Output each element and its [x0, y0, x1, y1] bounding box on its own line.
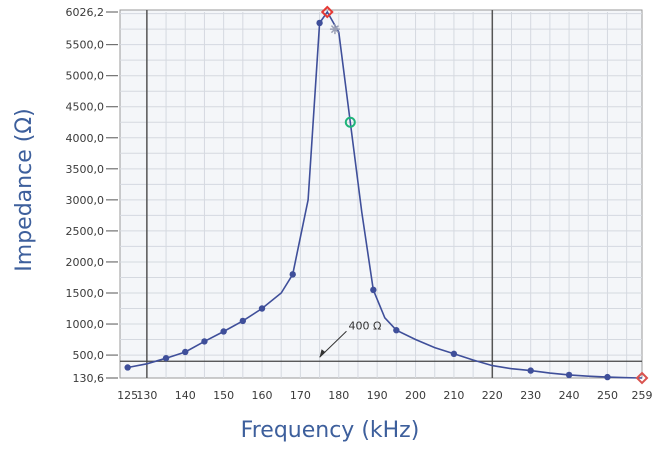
y-tick-label: 2000,0 — [66, 256, 105, 269]
data-point — [527, 367, 534, 374]
reference-arrowhead — [319, 349, 326, 358]
x-tick-label: 125 — [117, 389, 138, 402]
y-tick-label: 4000,0 — [66, 132, 105, 145]
y-tick-label: 3500,0 — [66, 163, 105, 176]
x-tick-label: 259 — [632, 389, 653, 402]
data-point — [258, 305, 266, 312]
special-marker-circle — [344, 116, 356, 128]
data-point — [565, 371, 573, 379]
y-tick-label: 4500,0 — [66, 101, 105, 114]
x-tick-label: 130 — [136, 389, 157, 402]
data-point — [289, 271, 296, 278]
x-tick-label: 140 — [175, 389, 196, 402]
x-tick-label: 230 — [520, 389, 541, 402]
x-tick-label: 210 — [443, 389, 464, 402]
y-tick-label: 6026,2 — [66, 6, 105, 19]
y-tick-label: 3000,0 — [66, 194, 105, 207]
data-point — [393, 327, 400, 334]
series-line — [127, 10, 643, 379]
data-point — [162, 354, 170, 362]
x-tick-label: 190 — [367, 389, 388, 402]
reference-line-label: 400 Ω — [348, 319, 381, 332]
x-tick-label: 170 — [290, 389, 311, 402]
data-point — [450, 350, 458, 358]
marker-group — [124, 19, 611, 381]
x-tick-label: 220 — [482, 389, 503, 402]
y-tick-label: 1500,0 — [66, 287, 105, 300]
y-tick-label: 5500,0 — [66, 39, 105, 52]
special-marker-group — [320, 5, 649, 385]
y-tick-label: 1000,0 — [66, 318, 105, 331]
y-axis-title: Impedance (Ω) — [12, 108, 37, 271]
plot-background — [119, 9, 643, 379]
x-axis-title: Frequency (kHz) — [241, 418, 420, 443]
x-tick-label: 240 — [559, 389, 580, 402]
y-tick-label: 130,6 — [73, 372, 105, 385]
special-marker-star — [329, 24, 340, 35]
y-tick-label: 5000,0 — [66, 70, 105, 83]
x-tick-label: 150 — [213, 389, 234, 402]
data-point — [182, 348, 189, 356]
data-point — [124, 364, 131, 371]
data-point — [239, 317, 247, 325]
x-tick-label: 160 — [252, 389, 273, 402]
reference-line: 400 Ω — [120, 319, 642, 362]
y-tick-label: 500,0 — [73, 349, 105, 362]
data-point — [604, 373, 611, 381]
series-group — [127, 10, 643, 379]
x-tick-label: 250 — [597, 389, 618, 402]
data-point — [316, 19, 323, 27]
x-tick-label: 200 — [405, 389, 426, 402]
special-marker-diamond — [635, 371, 649, 385]
y-axis-ticks: 130,6 500,0 1000,0 1500,0 2000,0 2500,0 3000,0… — [66, 6, 118, 385]
data-point — [220, 328, 227, 335]
y-tick-label: 2500,0 — [66, 225, 105, 238]
data-point — [201, 338, 208, 345]
x-tick-label: 180 — [328, 389, 349, 402]
special-marker-diamond — [320, 5, 334, 19]
data-point — [370, 286, 377, 294]
major-vertical-lines — [146, 10, 494, 378]
